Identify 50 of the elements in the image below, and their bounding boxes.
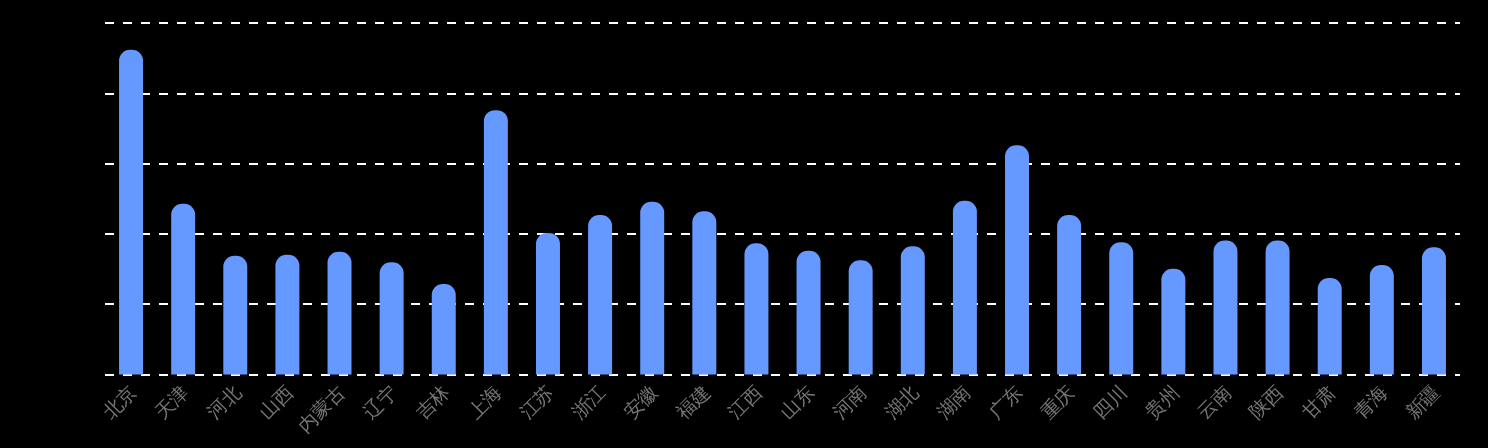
bar: [535, 232, 560, 375]
x-tick-label: 青海: [1348, 380, 1392, 423]
x-tick-label: 河北: [202, 380, 245, 423]
x-tick-label: 云南: [1192, 380, 1236, 423]
bar: [223, 255, 248, 375]
x-tick-label: 广东: [984, 380, 1027, 423]
bar: [744, 243, 769, 375]
bar: [1213, 240, 1238, 375]
x-tick-label: 湖南: [932, 380, 975, 423]
x-tick-label: 陕西: [1244, 380, 1288, 423]
bar: [692, 211, 717, 375]
x-tick-label: 浙江: [567, 380, 610, 423]
bar: [900, 246, 925, 375]
x-tick-label: 辽宁: [358, 380, 402, 423]
bar: [171, 203, 196, 375]
bar: [327, 251, 352, 375]
bar: [1421, 247, 1446, 375]
bar: [588, 215, 613, 375]
bar: [796, 250, 821, 375]
x-tick-label: 天津: [150, 380, 193, 423]
x-tick-label: 湖北: [879, 380, 923, 423]
bar: [1161, 268, 1186, 375]
x-tick-label: 山东: [775, 380, 819, 423]
x-tick-label: 江苏: [515, 380, 558, 423]
x-tick-label: 河南: [827, 380, 871, 423]
bar: [848, 260, 873, 375]
bar: [379, 262, 404, 375]
bar: [952, 200, 977, 375]
bar: [1109, 242, 1134, 375]
bar: [1369, 265, 1394, 375]
bar: [1317, 278, 1342, 375]
x-tick-label: 贵州: [1140, 380, 1183, 423]
x-tick-label: 上海: [462, 380, 506, 423]
bar: [119, 49, 144, 375]
x-tick-label: 重庆: [1036, 380, 1079, 423]
x-tick-label: 吉林: [410, 380, 454, 423]
x-tick-label: 甘肃: [1296, 380, 1340, 423]
bar: [1005, 145, 1030, 375]
bar: [275, 254, 300, 375]
bar: [431, 283, 456, 375]
x-tick-label: 北京: [98, 380, 141, 423]
x-tick-label: 安徽: [619, 380, 662, 423]
bar: [1057, 215, 1082, 375]
bar: [483, 110, 508, 375]
bar: [1265, 240, 1290, 375]
x-tick-label: 四川: [1088, 380, 1131, 423]
bar: [640, 201, 665, 375]
x-tick-label: 江西: [723, 380, 766, 423]
x-tick-label: 新疆: [1401, 380, 1444, 423]
x-tick-label: 福建: [671, 380, 714, 423]
